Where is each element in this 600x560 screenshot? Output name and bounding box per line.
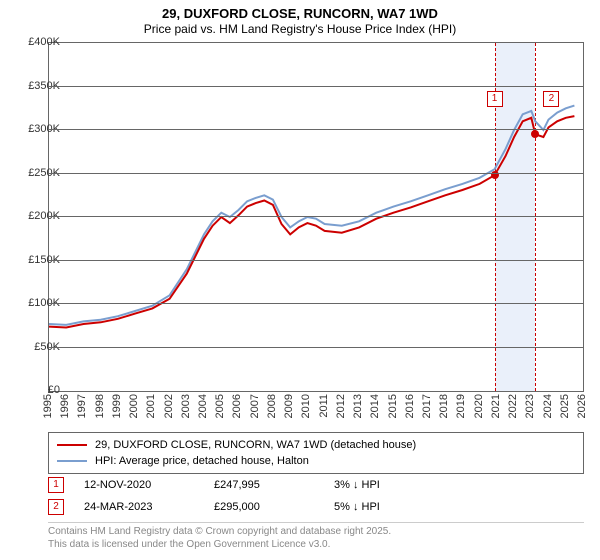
events-table: 1 12-NOV-2020 £247,995 3% ↓ HPI 2 24-MAR…: [48, 474, 584, 518]
legend-row-price-paid: 29, DUXFORD CLOSE, RUNCORN, WA7 1WD (det…: [57, 437, 575, 453]
chart-container: 29, DUXFORD CLOSE, RUNCORN, WA7 1WD Pric…: [0, 0, 600, 560]
legend-swatch-price-paid: [57, 444, 87, 446]
title-line-2: Price paid vs. HM Land Registry's House …: [0, 22, 600, 37]
x-tick-label: 2002: [163, 394, 175, 418]
x-tick-label: 1995: [42, 394, 54, 418]
x-tick-label: 2003: [180, 394, 192, 418]
y-tick-label: £400K: [28, 36, 60, 48]
x-tick-label: 2005: [214, 394, 226, 418]
event-marker-1: 1: [48, 477, 64, 493]
line-plot-svg: [49, 43, 583, 391]
event-marker-2: 2: [48, 499, 64, 515]
legend-row-hpi: HPI: Average price, detached house, Halt…: [57, 453, 575, 469]
x-tick-label: 1996: [59, 394, 71, 418]
x-tick-label: 2016: [404, 394, 416, 418]
title-block: 29, DUXFORD CLOSE, RUNCORN, WA7 1WD Pric…: [0, 0, 600, 37]
event-delta-1: 3% ↓ HPI: [334, 479, 454, 491]
event-price-1: £247,995: [214, 479, 314, 491]
x-tick-label: 2007: [249, 394, 261, 418]
footer-line-2: This data is licensed under the Open Gov…: [48, 539, 584, 552]
plot-area: 1 2: [48, 42, 584, 392]
x-tick-label: 2012: [335, 394, 347, 418]
x-tick-label: 2004: [197, 394, 209, 418]
x-tick-label: 2011: [318, 394, 330, 418]
x-tick-label: 2009: [283, 394, 295, 418]
y-gridline: [48, 303, 584, 304]
x-tick-label: 2010: [300, 394, 312, 418]
event-row-2: 2 24-MAR-2023 £295,000 5% ↓ HPI: [48, 496, 584, 518]
event-delta-2: 5% ↓ HPI: [334, 501, 454, 513]
x-tick-label: 2000: [128, 394, 140, 418]
marker-box-1: 1: [487, 91, 503, 107]
x-tick-label: 2013: [352, 394, 364, 418]
legend-label-hpi: HPI: Average price, detached house, Halt…: [95, 455, 309, 467]
x-tick-label: 2021: [490, 394, 502, 418]
footer: Contains HM Land Registry data © Crown c…: [48, 522, 584, 551]
x-tick-label: 2001: [145, 394, 157, 418]
y-gridline: [48, 347, 584, 348]
legend-swatch-hpi: [57, 460, 87, 462]
marker-box-2: 2: [543, 91, 559, 107]
x-tick-label: 2008: [266, 394, 278, 418]
title-line-1: 29, DUXFORD CLOSE, RUNCORN, WA7 1WD: [0, 6, 600, 22]
footer-line-1: Contains HM Land Registry data © Crown c…: [48, 526, 584, 539]
x-tick-label: 2017: [421, 394, 433, 418]
x-tick-label: 2025: [559, 394, 571, 418]
y-gridline: [48, 173, 584, 174]
y-gridline: [48, 86, 584, 87]
event-date-1: 12-NOV-2020: [84, 479, 194, 491]
x-tick-label: 2006: [231, 394, 243, 418]
series-price-paid: [49, 116, 574, 327]
x-tick-label: 2014: [369, 394, 381, 418]
legend-label-price-paid: 29, DUXFORD CLOSE, RUNCORN, WA7 1WD (det…: [95, 439, 416, 451]
x-tick-label: 1999: [111, 394, 123, 418]
x-tick-label: 1997: [76, 394, 88, 418]
x-tick-label: 2018: [438, 394, 450, 418]
x-tick-label: 2020: [473, 394, 485, 418]
x-tick-label: 2023: [524, 394, 536, 418]
y-gridline: [48, 129, 584, 130]
event-date-2: 24-MAR-2023: [84, 501, 194, 513]
x-tick-label: 2026: [576, 394, 588, 418]
x-tick-label: 1998: [94, 394, 106, 418]
event-row-1: 1 12-NOV-2020 £247,995 3% ↓ HPI: [48, 474, 584, 496]
x-tick-label: 2015: [387, 394, 399, 418]
y-gridline: [48, 216, 584, 217]
x-tick-label: 2022: [507, 394, 519, 418]
x-tick-label: 2024: [542, 394, 554, 418]
event-dot-2: [531, 130, 539, 138]
x-tick-label: 2019: [455, 394, 467, 418]
legend: 29, DUXFORD CLOSE, RUNCORN, WA7 1WD (det…: [48, 432, 584, 474]
y-gridline: [48, 260, 584, 261]
event-price-2: £295,000: [214, 501, 314, 513]
